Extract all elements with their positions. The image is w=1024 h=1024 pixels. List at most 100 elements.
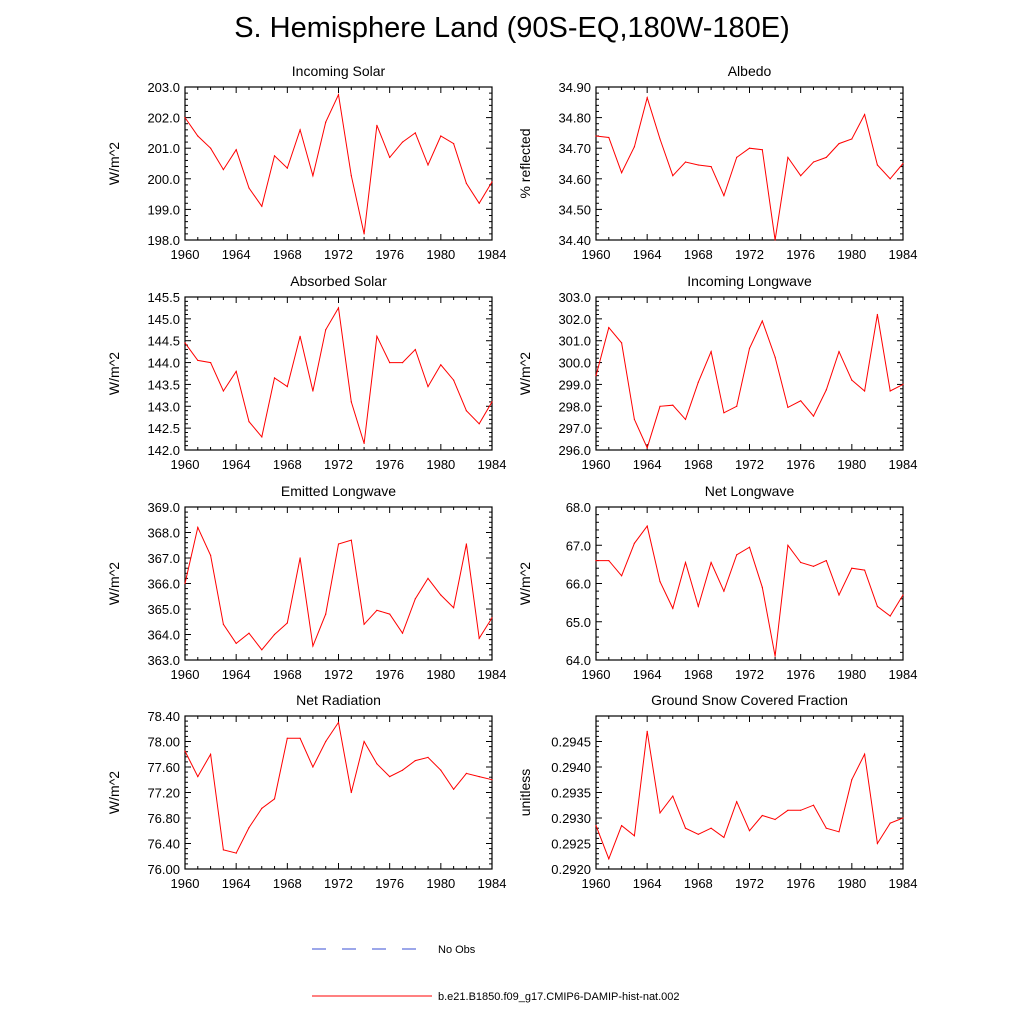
data-point [248, 632, 250, 634]
data-point [235, 370, 237, 372]
data-point [812, 161, 815, 163]
data-point [723, 412, 725, 414]
chart-panel-3: 1960 1964 1968 1972 1976 1980 1984 142.0 142.5 14… [106, 273, 506, 472]
chart-title: Net Radiation [296, 692, 381, 708]
chart-title: Absorbed Solar [290, 273, 387, 289]
data-point [273, 633, 276, 636]
data-point [235, 149, 237, 151]
x-tick-label: 1980 [837, 667, 866, 682]
chart-panel-2: 1960 1964 1968 1972 1976 1980 1984 34.40 34.50 34… [517, 63, 917, 262]
data-point [736, 405, 738, 407]
data-point [672, 607, 674, 610]
data-point [210, 554, 212, 557]
data-point [184, 582, 186, 585]
data-point [800, 400, 802, 402]
y-tick-label: 203.0 [147, 80, 180, 95]
data-point [864, 569, 866, 571]
data-point [621, 172, 623, 174]
series-line [184, 525, 493, 651]
x-tick-label: 1980 [837, 457, 866, 472]
series-line [595, 314, 904, 450]
x-tick-label: 1964 [222, 876, 251, 891]
data-point [723, 836, 725, 839]
y-tick-label: 34.80 [558, 111, 591, 126]
data-point [491, 181, 493, 183]
data-point [812, 804, 815, 806]
data-point [889, 822, 891, 824]
x-tick-label: 1972 [735, 457, 764, 472]
data-point [286, 386, 288, 388]
y-tick-label: 77.60 [147, 760, 180, 775]
data-point [184, 750, 186, 752]
y-axis-label: W/m^2 [517, 352, 533, 395]
data-point [350, 791, 352, 794]
y-tick-label: 200.0 [147, 172, 180, 187]
data-point [325, 613, 327, 615]
y-tick-label: 78.00 [147, 735, 180, 750]
data-point [184, 117, 186, 119]
x-tick-label: 1960 [171, 457, 200, 472]
x-tick-label: 1984 [478, 457, 507, 472]
data-point [261, 807, 263, 810]
y-tick-label: 300.0 [558, 356, 591, 371]
y-tick-label: 76.40 [147, 837, 180, 852]
data-point [465, 410, 467, 412]
data-point [748, 546, 751, 548]
data-point [646, 97, 648, 99]
data-point [864, 753, 866, 755]
data-point [889, 178, 891, 180]
data-point [312, 390, 314, 392]
y-tick-label: 0.2920 [551, 862, 591, 877]
data-point [774, 655, 776, 657]
data-point [478, 637, 480, 639]
y-tick-label: 78.40 [147, 709, 180, 724]
data-point [210, 753, 212, 755]
data-point [672, 175, 674, 177]
data-point [608, 327, 610, 329]
data-point [851, 379, 853, 381]
y-tick-label: 144.0 [147, 356, 180, 371]
y-tick-label: 145.5 [147, 290, 180, 305]
y-tick-label: 367.0 [147, 551, 180, 566]
data-point [453, 607, 455, 609]
x-tick-label: 1960 [171, 247, 200, 262]
data-point [774, 818, 776, 821]
x-tick-label: 1960 [582, 667, 611, 682]
x-tick-label: 1984 [889, 876, 918, 891]
data-point [876, 164, 879, 166]
x-tick-label: 1976 [786, 876, 815, 891]
y-axis-label: W/m^2 [517, 562, 533, 605]
data-point [427, 164, 429, 166]
data-point [325, 121, 327, 123]
data-point [684, 418, 687, 420]
y-axis-label: W/m^2 [106, 562, 122, 605]
chart-title: Net Longwave [705, 483, 795, 499]
data-point [491, 401, 493, 403]
data-point [902, 383, 904, 385]
data-point [787, 809, 789, 811]
x-tick-label: 1972 [324, 457, 353, 472]
y-tick-label: 64.0 [566, 653, 591, 668]
data-point [697, 381, 699, 383]
data-point [299, 737, 301, 739]
data-point [710, 827, 712, 829]
x-tick-label: 1972 [324, 876, 353, 891]
data-point [800, 809, 802, 811]
data-point [697, 833, 699, 835]
y-axis-label: unitless [517, 769, 533, 816]
data-point [876, 313, 879, 316]
data-point [595, 135, 597, 137]
plot-frame [595, 506, 904, 661]
data-point [389, 613, 391, 615]
data-point [453, 788, 455, 790]
data-point [248, 421, 250, 423]
x-tick-label: 1968 [684, 247, 713, 262]
data-point [825, 827, 827, 829]
data-point [389, 776, 391, 778]
data-point [633, 835, 636, 837]
x-tick-label: 1972 [735, 876, 764, 891]
y-tick-label: 34.40 [558, 233, 591, 248]
data-point [261, 205, 263, 207]
data-point [401, 362, 404, 364]
y-tick-label: 67.0 [566, 538, 591, 553]
